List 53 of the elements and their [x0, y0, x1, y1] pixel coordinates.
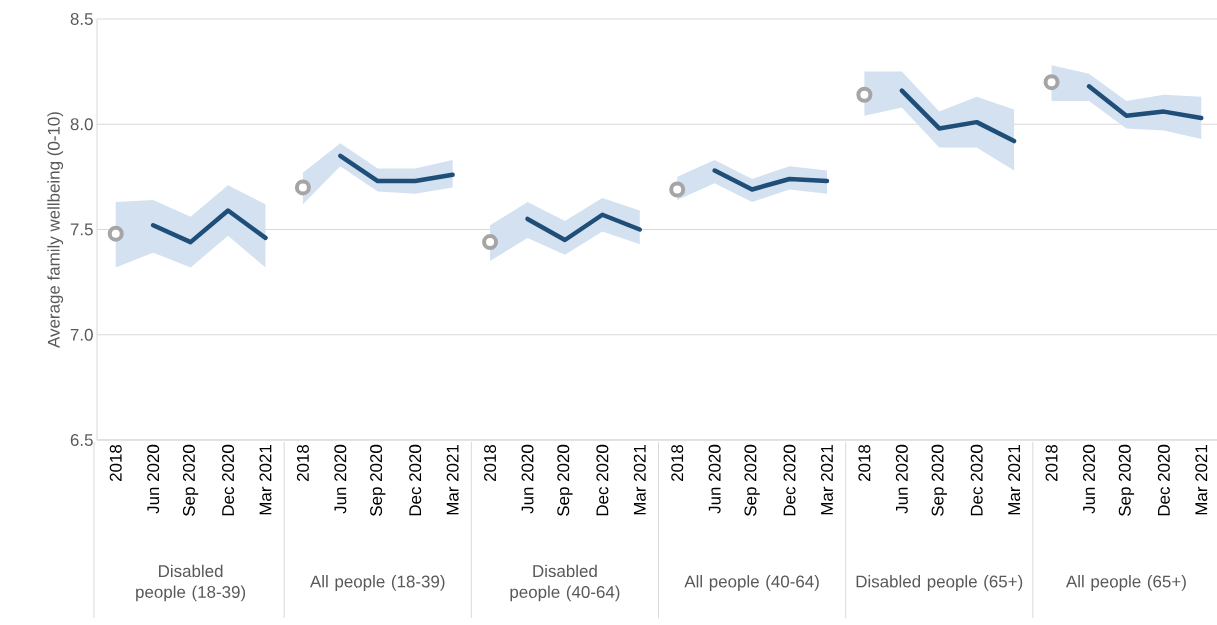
x-tick-label: 2018 [109, 444, 122, 481]
x-tick-label: Dec 2020 [783, 444, 796, 516]
line-series [712, 168, 830, 192]
x-tick-label: Dec 2020 [1157, 444, 1170, 516]
point [669, 181, 686, 198]
x-tick-label: Sep 2020 [182, 444, 199, 516]
x-tick-label: Jun 2020 [895, 444, 908, 514]
text: All people (18-39) [310, 575, 445, 591]
text: Disabled people (65+) [856, 575, 1023, 591]
x-tick-label: Mar 2021 [259, 445, 272, 515]
point [294, 179, 311, 196]
x-tick-label: Mar 2021 [1195, 445, 1208, 515]
x-tick-label: Mar 2021 [633, 445, 646, 515]
x-tick-label: Sep 2020 [557, 444, 573, 516]
x-tick-label: Jun 2020 [708, 444, 721, 514]
y-tick-label: 8.5 [70, 12, 93, 25]
x-tick-label: Sep 2020 [744, 444, 760, 516]
y-tick-label: 6.5 [70, 433, 93, 446]
x-tick-label: Sep 2020 [370, 444, 386, 516]
line-series [150, 208, 268, 245]
x-tick-label: Jun 2020 [147, 444, 160, 514]
x-tick-label: 2018 [484, 444, 497, 481]
text: All people (65+) [1065, 575, 1186, 591]
line-series [899, 88, 1017, 144]
x-tick-label: 2018 [1045, 444, 1058, 481]
x-tick-label: Mar 2021 [1008, 445, 1021, 515]
x-tick-label: 2018 [858, 444, 871, 481]
x-tick-label: Sep 2020 [1118, 444, 1135, 516]
x-tick-label: Mar 2021 [820, 445, 833, 515]
line-series [525, 212, 643, 243]
point [1043, 74, 1060, 91]
point [482, 234, 499, 251]
y-tick-label: 8.0 [70, 118, 93, 131]
x-tick-label: Jun 2020 [521, 444, 534, 514]
y-tick-label: 7.0 [70, 328, 93, 341]
x-tick-label: Dec 2020 [596, 444, 609, 516]
point [107, 225, 124, 242]
x-tick-label: Dec 2020 [222, 444, 235, 516]
text: All people (40-64) [684, 575, 819, 591]
x-tick-label: Jun 2020 [334, 444, 347, 514]
y-axis-title: Average family wellbeing (0-10) [47, 112, 64, 348]
point [856, 86, 873, 103]
x-tick-label: 2018 [671, 444, 684, 481]
x-tick-label: Dec 2020 [970, 444, 983, 516]
x-tick-label: Jun 2020 [1082, 444, 1095, 514]
x-tick-label: Dec 2020 [409, 444, 422, 516]
x-tick-label: 2018 [296, 444, 309, 481]
x-tick-label: Mar 2021 [446, 445, 459, 515]
y-tick-label: 7.5 [70, 223, 93, 236]
line-series [1086, 84, 1204, 121]
text: Disabled people (40-64) [510, 564, 620, 602]
x-tick-label: Sep 2020 [931, 444, 947, 516]
text: Disabled people (18-39) [136, 564, 246, 602]
